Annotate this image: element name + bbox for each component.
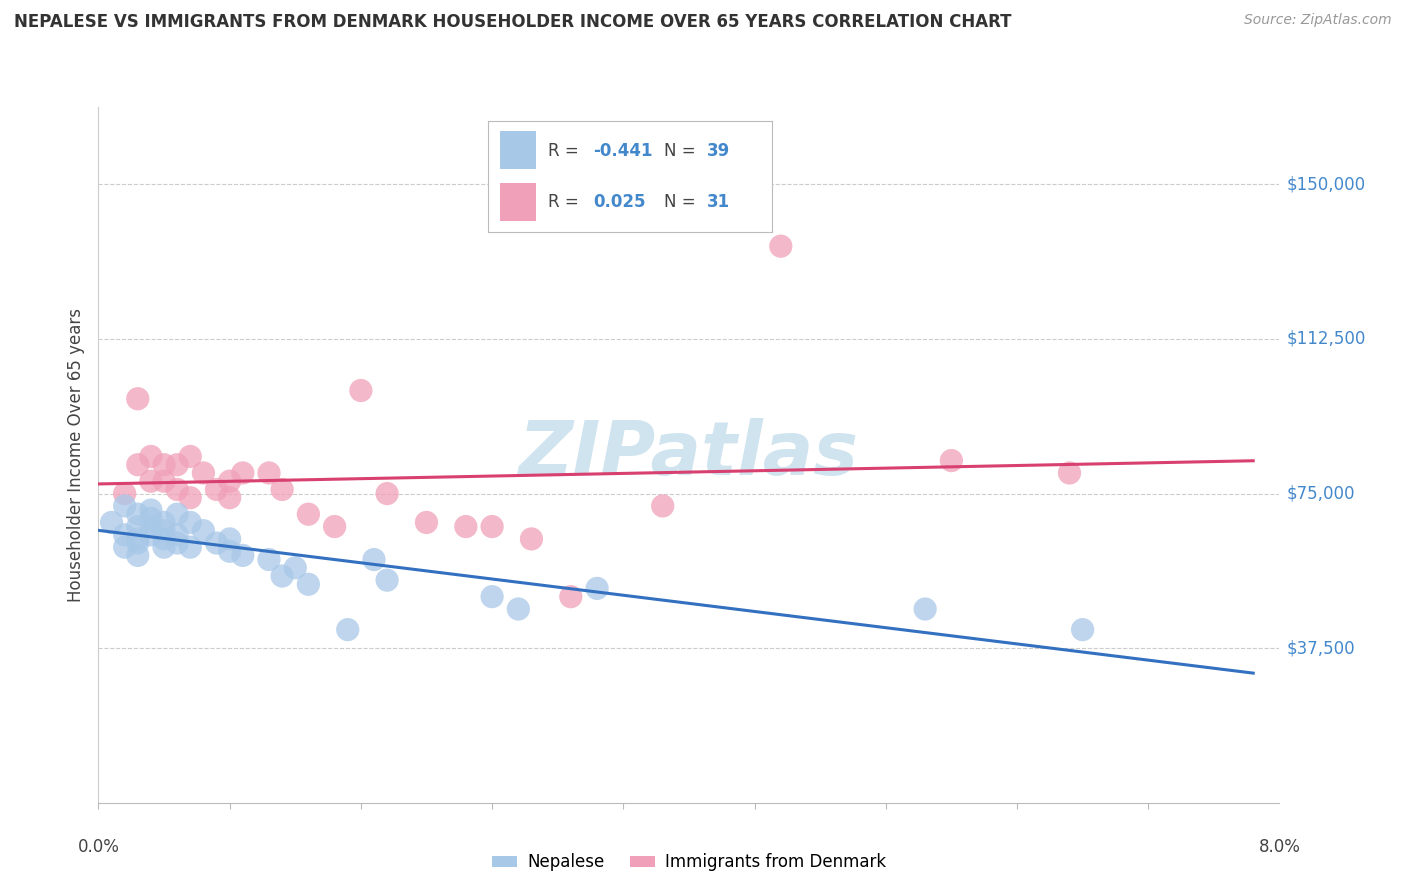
Text: $112,500: $112,500 xyxy=(1286,330,1365,348)
Text: -0.441: -0.441 xyxy=(593,142,652,160)
Text: $37,500: $37,500 xyxy=(1286,640,1355,657)
Point xyxy=(166,483,188,497)
Point xyxy=(153,524,176,538)
Point xyxy=(166,507,188,521)
Point xyxy=(153,516,176,530)
Point xyxy=(297,577,319,591)
Point xyxy=(205,536,228,550)
Point xyxy=(139,528,162,542)
Point xyxy=(114,499,136,513)
Point xyxy=(127,549,149,563)
Point xyxy=(179,516,201,530)
Y-axis label: Householder Income Over 65 years: Householder Income Over 65 years xyxy=(66,308,84,602)
Point xyxy=(218,532,240,546)
Point xyxy=(179,540,201,554)
Point xyxy=(179,450,201,464)
Point xyxy=(114,528,136,542)
Text: N =: N = xyxy=(664,142,700,160)
Point xyxy=(153,532,176,546)
Point xyxy=(271,569,294,583)
Point xyxy=(114,486,136,500)
Point xyxy=(271,483,294,497)
Text: 0.0%: 0.0% xyxy=(77,838,120,856)
Point xyxy=(481,590,503,604)
Point xyxy=(166,528,188,542)
Point xyxy=(336,623,359,637)
Point xyxy=(179,491,201,505)
Point xyxy=(127,458,149,472)
Point xyxy=(166,458,188,472)
Point xyxy=(218,544,240,558)
Point xyxy=(127,392,149,406)
Point xyxy=(114,540,136,554)
Text: R =: R = xyxy=(548,142,583,160)
Point xyxy=(218,491,240,505)
Text: 31: 31 xyxy=(706,194,730,211)
Point xyxy=(139,474,162,488)
Point xyxy=(415,516,437,530)
Point xyxy=(1059,466,1081,480)
Legend: Nepalese, Immigrants from Denmark: Nepalese, Immigrants from Denmark xyxy=(485,847,893,878)
Text: 0.025: 0.025 xyxy=(593,194,645,211)
Point xyxy=(153,540,176,554)
Point xyxy=(166,536,188,550)
Point xyxy=(350,384,373,398)
Point xyxy=(323,519,346,533)
Text: $150,000: $150,000 xyxy=(1286,176,1365,194)
Point xyxy=(284,561,307,575)
Point xyxy=(481,519,503,533)
Text: Source: ZipAtlas.com: Source: ZipAtlas.com xyxy=(1244,13,1392,28)
Point xyxy=(139,511,162,525)
Point xyxy=(257,466,280,480)
Point xyxy=(454,519,477,533)
Point xyxy=(127,519,149,533)
Point xyxy=(651,499,673,513)
Point xyxy=(375,573,398,587)
Point xyxy=(1071,623,1094,637)
Text: ZIPatlas: ZIPatlas xyxy=(519,418,859,491)
Point xyxy=(769,239,792,253)
Point xyxy=(205,483,228,497)
Point xyxy=(139,519,162,533)
Point xyxy=(232,549,254,563)
Point xyxy=(193,466,215,480)
Point xyxy=(218,474,240,488)
Point xyxy=(297,507,319,521)
Text: R =: R = xyxy=(548,194,589,211)
Point xyxy=(508,602,530,616)
Point xyxy=(363,552,385,566)
Point xyxy=(127,532,149,546)
Text: 39: 39 xyxy=(706,142,730,160)
Point xyxy=(560,590,582,604)
Point xyxy=(127,507,149,521)
Point xyxy=(153,474,176,488)
Point xyxy=(914,602,936,616)
FancyBboxPatch shape xyxy=(499,131,536,169)
Point xyxy=(375,486,398,500)
FancyBboxPatch shape xyxy=(499,183,536,221)
Point xyxy=(127,536,149,550)
Point xyxy=(941,453,963,467)
Text: NEPALESE VS IMMIGRANTS FROM DENMARK HOUSEHOLDER INCOME OVER 65 YEARS CORRELATION: NEPALESE VS IMMIGRANTS FROM DENMARK HOUS… xyxy=(14,13,1011,31)
Point xyxy=(100,516,122,530)
Point xyxy=(193,524,215,538)
Point xyxy=(139,450,162,464)
Point xyxy=(586,582,609,596)
Point xyxy=(520,532,543,546)
Text: $75,000: $75,000 xyxy=(1286,484,1355,502)
Text: 8.0%: 8.0% xyxy=(1258,838,1301,856)
Point xyxy=(153,458,176,472)
Point xyxy=(257,552,280,566)
Text: N =: N = xyxy=(664,194,700,211)
Point xyxy=(139,503,162,517)
Point xyxy=(232,466,254,480)
